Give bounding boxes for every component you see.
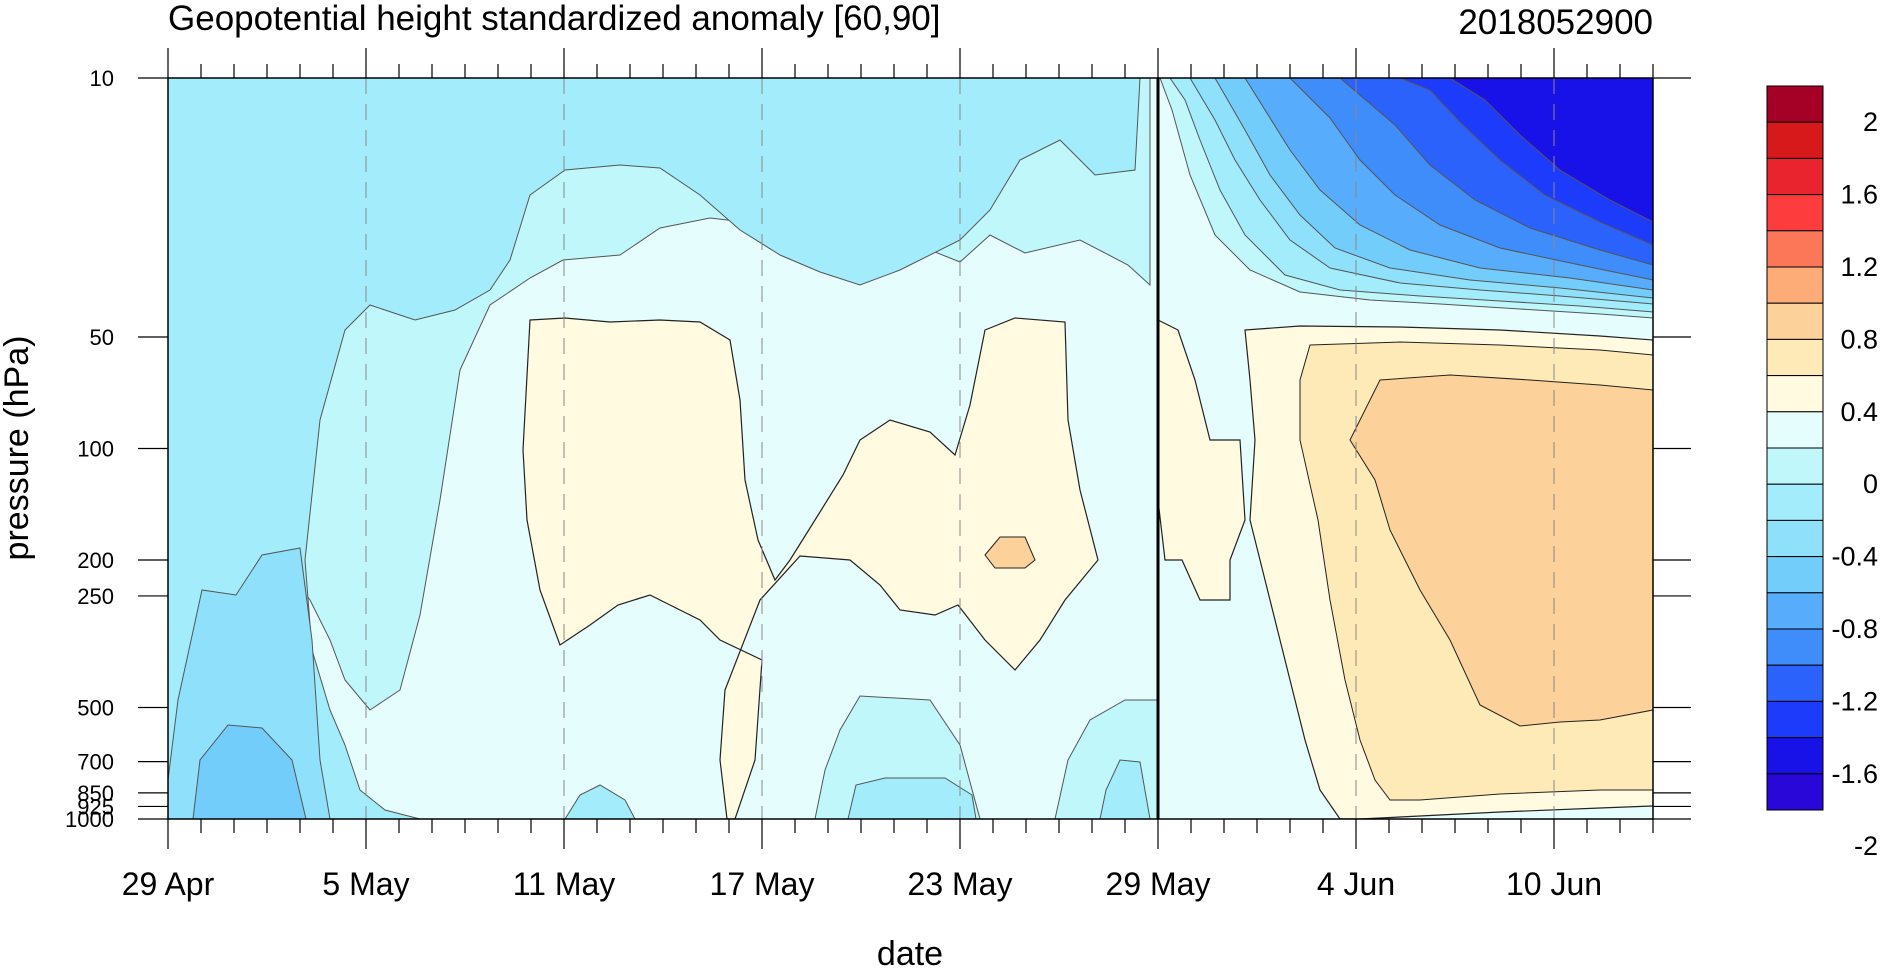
colorbar-swatch	[1766, 157, 1824, 196]
colorbar-label: 0	[1863, 469, 1878, 499]
field-neg20-forecast	[1449, 78, 1653, 223]
y-axis-label: pressure (hPa)	[0, 336, 36, 561]
colorbar-swatch	[1766, 556, 1824, 594]
field-neg06-left	[168, 78, 1141, 819]
x-tick-label: 23 May	[908, 866, 1013, 902]
x-tick-label: 29 Apr	[122, 866, 215, 902]
field-neg06-bottom-mid	[564, 784, 636, 819]
field-neg06-bottom-right	[1099, 759, 1151, 819]
colorbar-swatch	[1766, 700, 1824, 739]
field-pos02-forecast	[1157, 319, 1246, 601]
colorbar-label: -0.8	[1831, 614, 1878, 644]
colorbar-label: 0.8	[1840, 324, 1878, 354]
y-tick-label: 100	[77, 437, 114, 462]
colorbar-swatch	[1766, 411, 1824, 449]
colorbar-label: -1.6	[1831, 759, 1878, 789]
colorbar-swatch	[1766, 592, 1824, 630]
y-tick-label: 200	[77, 548, 114, 573]
field-pos02-may	[522, 317, 1099, 819]
y-tick-label: 10	[90, 66, 114, 91]
chart-title: Geopotential height standardized anomaly…	[168, 0, 940, 38]
colorbar-label: -0.4	[1831, 542, 1878, 572]
plot-area	[168, 78, 1653, 819]
colorbar-swatch	[1766, 375, 1824, 413]
colorbar-swatch	[1766, 194, 1824, 232]
colorbar: 2 1.6 1.2 0.8 0.4 0 -0.4 -0.8 -1.2 -1.6 -2	[1766, 85, 1878, 861]
x-tick-label: 29 May	[1106, 866, 1211, 902]
x-tick-label: 4 Jun	[1317, 866, 1395, 902]
colorbar-swatch	[1766, 664, 1824, 702]
field-pos06-forecast	[1349, 374, 1653, 727]
chart-date-stamp: 2018052900	[1458, 3, 1653, 42]
field-neg06-bottom-mid2	[847, 777, 977, 819]
colorbar-swatch	[1766, 737, 1824, 775]
field-neg10-left	[192, 724, 307, 819]
y-tick-label: 50	[90, 325, 114, 350]
y-tick-label: 925	[77, 794, 114, 819]
colorbar-swatch	[1766, 302, 1824, 340]
colorbar-label: 1.6	[1840, 180, 1878, 210]
colorbar-swatch	[1766, 483, 1824, 521]
colorbar-swatch	[1766, 519, 1824, 558]
x-axis: 29 Apr 5 May 11 May 17 May 23 May 29 May 4 Jun…	[122, 48, 1654, 902]
colorbar-label: -2	[1854, 831, 1878, 861]
colorbar-label: 2	[1863, 107, 1878, 137]
colorbar-swatch	[1766, 121, 1824, 159]
y-tick-label: 500	[77, 695, 114, 720]
colorbar-label: 1.2	[1840, 252, 1878, 282]
colorbar-swatch	[1766, 230, 1824, 268]
y-tick-label: 250	[77, 584, 114, 609]
x-tick-label: 11 May	[513, 866, 616, 902]
y-tick-label: 850	[77, 781, 114, 806]
colorbar-label: 0.4	[1840, 397, 1878, 427]
colorbar-swatch	[1766, 266, 1824, 304]
colorbar-swatch	[1766, 773, 1824, 811]
colorbar-swatch	[1766, 628, 1824, 666]
x-grid-lines	[365, 78, 1555, 819]
field-pos04-blob	[984, 536, 1036, 569]
x-axis-label: date	[877, 935, 943, 969]
y-tick-label: 700	[77, 750, 114, 775]
colorbar-swatch	[1766, 85, 1824, 123]
y-tick-label: 1000	[65, 807, 114, 832]
colorbar-swatch	[1766, 447, 1824, 485]
x-tick-label: 5 May	[322, 866, 409, 902]
x-tick-label: 17 May	[710, 866, 815, 902]
x-tick-label: 10 Jun	[1506, 866, 1602, 902]
colorbar-swatch	[1766, 338, 1824, 377]
colorbar-label: -1.2	[1831, 686, 1878, 716]
